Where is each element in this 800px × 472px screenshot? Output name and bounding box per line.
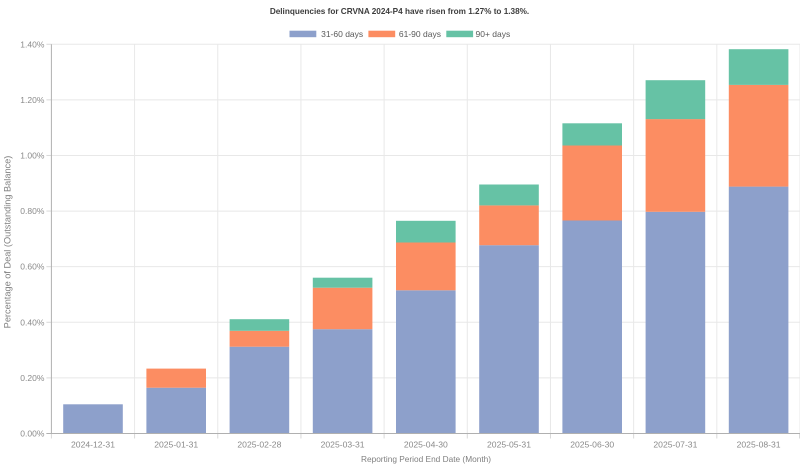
svg-text:1.20%: 1.20%	[20, 95, 45, 105]
svg-text:2025-06-30: 2025-06-30	[570, 440, 614, 450]
svg-text:2025-03-31: 2025-03-31	[321, 440, 365, 450]
svg-text:2025-08-31: 2025-08-31	[737, 440, 781, 450]
svg-text:2025-02-28: 2025-02-28	[237, 440, 281, 450]
svg-text:1.00%: 1.00%	[20, 150, 45, 160]
svg-text:Percentage of Deal (Outstandin: Percentage of Deal (Outstanding Balance)	[3, 156, 13, 329]
svg-text:0.00%: 0.00%	[20, 429, 45, 439]
svg-text:Delinquencies for CRVNA 2024-P: Delinquencies for CRVNA 2024-P4 have ris…	[270, 7, 529, 16]
svg-text:90+ days: 90+ days	[476, 29, 511, 39]
svg-text:1.40%: 1.40%	[20, 39, 45, 49]
svg-text:2025-01-31: 2025-01-31	[154, 440, 198, 450]
svg-text:0.60%: 0.60%	[20, 262, 45, 272]
svg-text:61-90 days: 61-90 days	[399, 29, 441, 39]
svg-text:0.80%: 0.80%	[20, 206, 45, 216]
svg-text:2025-05-31: 2025-05-31	[487, 440, 531, 450]
svg-text:0.40%: 0.40%	[20, 317, 45, 327]
svg-text:0.20%: 0.20%	[20, 373, 45, 383]
svg-text:2025-04-30: 2025-04-30	[404, 440, 448, 450]
svg-text:2025-07-31: 2025-07-31	[653, 440, 697, 450]
svg-text:2024-12-31: 2024-12-31	[71, 440, 115, 450]
svg-text:31-60 days: 31-60 days	[321, 29, 363, 39]
svg-text:Reporting Period End Date (Mon: Reporting Period End Date (Month)	[361, 454, 491, 464]
